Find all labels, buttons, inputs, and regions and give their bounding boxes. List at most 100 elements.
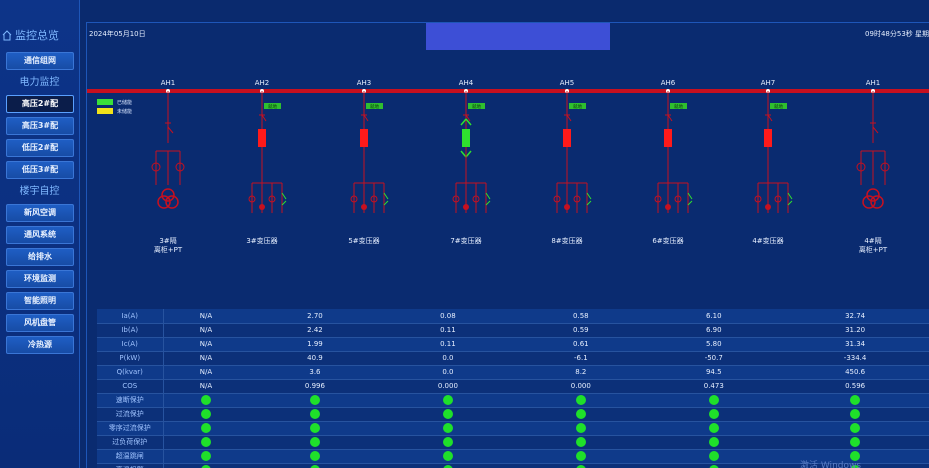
status-ok-indicator [575, 451, 586, 461]
status-cell [647, 393, 781, 408]
local-tag [770, 103, 787, 109]
status-ok-indicator [575, 395, 586, 405]
row-label: P(kW) [97, 351, 164, 366]
bay-id-label: AH7 [761, 79, 776, 87]
disconnector-symbol [463, 114, 471, 122]
sidebar-item-lv2[interactable]: 低压2#配 [6, 139, 74, 157]
table-cell: 0.11 [381, 337, 515, 352]
monitor-overview-link[interactable]: 监控总览 [0, 24, 79, 46]
table-cell: N/A [163, 379, 249, 394]
sidebar-item-hv3[interactable]: 高压3#配 [6, 117, 74, 135]
sidebar-item-cooling-heating[interactable]: 冷热源 [6, 336, 74, 354]
status-label: 零序过流保护 [97, 421, 164, 436]
status-cell [381, 421, 515, 436]
ct-symbol [880, 162, 890, 172]
bay-name-label: 离柜+PT [154, 245, 183, 254]
bay-id-label: AH2 [255, 79, 270, 87]
sidebar-item-water[interactable]: 给排水 [6, 248, 74, 266]
sidebar-item-fresh-air[interactable]: 新风空调 [6, 204, 74, 222]
row-label: Ib(A) [97, 323, 164, 338]
bay-name-label: 离柜+PT [859, 245, 888, 254]
status-cell [780, 449, 929, 464]
ct-symbol [268, 195, 276, 203]
bay-name-label: 4#隔 [864, 236, 881, 245]
table-cell: 0.596 [780, 379, 929, 394]
status-ok-indicator [575, 409, 586, 419]
table-cell: 450.6 [780, 365, 929, 380]
cable-head-symbol [564, 204, 570, 210]
status-ok-indicator [708, 423, 719, 433]
sidebar-item-lighting[interactable]: 智能照明 [6, 292, 74, 310]
table-cell: 0.11 [381, 323, 515, 338]
transformer-symbol [870, 195, 884, 209]
status-cell [248, 407, 382, 422]
status-ok-indicator [309, 465, 320, 468]
table-row: Q(kvar) N/A 3.6 0.0 8.2 94.5 450.6 [97, 365, 929, 380]
status-cell [780, 463, 929, 468]
ct-symbol [774, 195, 782, 203]
status-cell [163, 449, 249, 464]
sidebar-item-hv2[interactable]: 高压2#配 [6, 95, 74, 113]
breaker-symbol [462, 129, 470, 147]
row-label: COS [97, 379, 164, 394]
status-label: 速断保护 [97, 393, 164, 408]
table-cell: 0.58 [514, 309, 648, 324]
status-cell [514, 393, 648, 408]
table-cell: -6.1 [514, 351, 648, 366]
status-cell [780, 407, 929, 422]
status-ok-indicator [200, 423, 211, 433]
date-display: 2024年05月10日 [89, 30, 146, 38]
bay-name-label: 6#变压器 [652, 236, 683, 245]
page-title-bar [426, 23, 610, 50]
breaker-symbol [764, 129, 772, 147]
status-row: 过负荷保护 [97, 435, 929, 450]
monitor-overview-label: 监控总览 [15, 29, 59, 42]
cable-head-symbol [765, 204, 771, 210]
transformer-symbol [157, 195, 171, 209]
status-cell [647, 463, 781, 468]
status-ok-indicator [850, 437, 861, 447]
sidebar-item-environment[interactable]: 环境监测 [6, 270, 74, 288]
disconnector-symbol [870, 122, 879, 134]
earth-switch-symbol [787, 192, 793, 206]
status-ok-indicator [850, 423, 861, 433]
status-cell [163, 421, 249, 436]
status-ok-indicator [442, 409, 453, 419]
transformer-symbol [862, 195, 876, 209]
measurement-table: Ia(A) N/A 2.70 0.08 0.58 6.10 32.74 Ib(A) N/A 2.4… [97, 309, 929, 468]
table-cell: 0.08 [381, 309, 515, 324]
comm-network-button[interactable]: 通信组网 [6, 52, 74, 70]
table-cell: -334.4 [780, 351, 929, 366]
disconnector-symbol [564, 114, 572, 122]
table-cell: 2.70 [248, 309, 382, 324]
row-label: Ia(A) [97, 309, 164, 324]
status-cell [248, 393, 382, 408]
earth-switch-symbol [687, 192, 693, 206]
bay-id-label: AH3 [357, 79, 372, 87]
status-row: 零序过流保护 [97, 421, 929, 436]
status-ok-indicator [442, 451, 453, 461]
status-cell [780, 435, 929, 450]
status-ok-indicator [850, 409, 861, 419]
local-tag-label: 就地 [472, 103, 481, 110]
sidebar-item-fan-coil[interactable]: 风机盘管 [6, 314, 74, 332]
table-cell: 2.42 [248, 323, 382, 338]
table-cell: N/A [163, 365, 249, 380]
sidebar: 监控总览 通信组网 电力监控 高压2#配 高压3#配 低压2#配 低压3#配 楼… [0, 0, 80, 468]
breaker-symbol [664, 129, 672, 147]
local-tag [264, 103, 281, 109]
disconnector-symbol [665, 114, 673, 122]
status-ok-indicator [309, 451, 320, 461]
status-ok-indicator [442, 423, 453, 433]
bay-id-label: AH1 [161, 79, 176, 87]
sidebar-item-ventilation[interactable]: 通风系统 [6, 226, 74, 244]
earth-switch-symbol [383, 192, 389, 206]
bay-name-label: 8#变压器 [551, 236, 582, 245]
power-monitor-group: 电力监控 [19, 77, 60, 88]
status-row: 速断保护 [97, 393, 929, 408]
activation-watermark: 激活 Windows [800, 461, 862, 468]
table-cell: 1.99 [248, 337, 382, 352]
status-cell [381, 407, 515, 422]
table-cell: N/A [163, 323, 249, 338]
sidebar-item-lv3[interactable]: 低压3#配 [6, 161, 74, 179]
